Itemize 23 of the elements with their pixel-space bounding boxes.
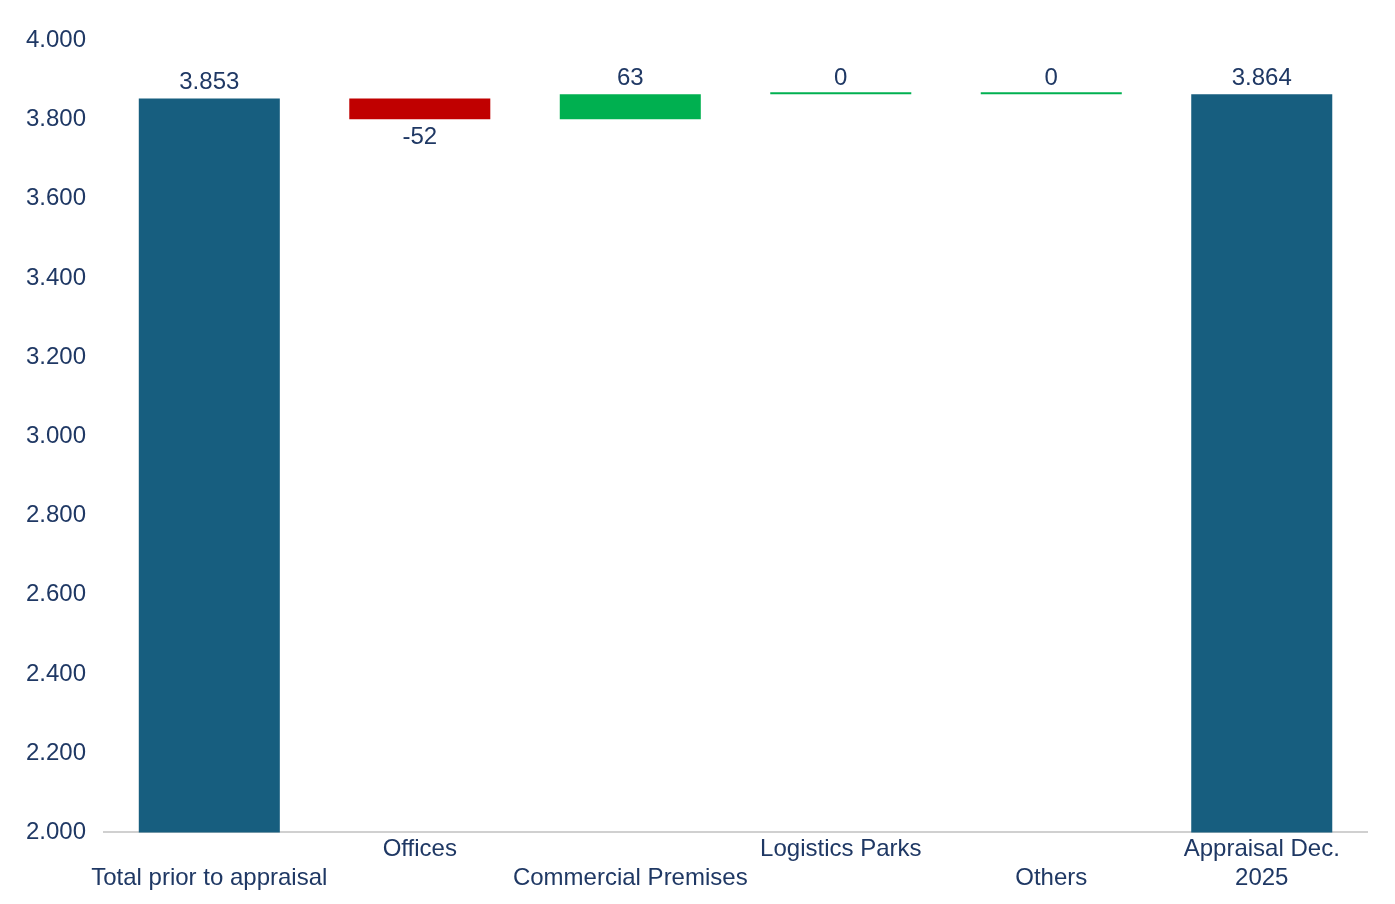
data-label: 63 xyxy=(616,62,644,90)
x-tick-label: Total prior to appraisal xyxy=(91,863,328,891)
y-tick-label: 3.600 xyxy=(26,183,87,211)
y-tick-label: 3.400 xyxy=(26,262,87,290)
data-label: 0 xyxy=(834,62,848,90)
data-label: 3.864 xyxy=(1231,62,1292,90)
y-tick-label: 3.200 xyxy=(26,341,87,369)
data-label: 3.853 xyxy=(179,67,240,95)
y-tick-label: 2.000 xyxy=(26,817,87,845)
y-tick-label: 2.200 xyxy=(26,737,87,765)
y-tick-label: 2.400 xyxy=(26,658,87,686)
y-tick-label: 3.800 xyxy=(26,104,87,132)
x-tick-label: Appraisal Dec. 2025 xyxy=(1183,834,1340,891)
y-tick-label: 4.000 xyxy=(26,25,87,53)
x-tick-label: Others xyxy=(1015,863,1088,891)
y-tick-label: 2.600 xyxy=(26,579,87,607)
data-label: -52 xyxy=(402,121,438,149)
y-tick-label: 3.000 xyxy=(26,421,87,449)
y-tick-label: 2.800 xyxy=(26,500,87,528)
x-tick-label: Logistics Parks xyxy=(760,834,922,862)
x-tick-label: Offices xyxy=(382,834,457,862)
x-tick-label: Commercial Premises xyxy=(512,863,748,891)
data-label: 0 xyxy=(1044,62,1058,90)
